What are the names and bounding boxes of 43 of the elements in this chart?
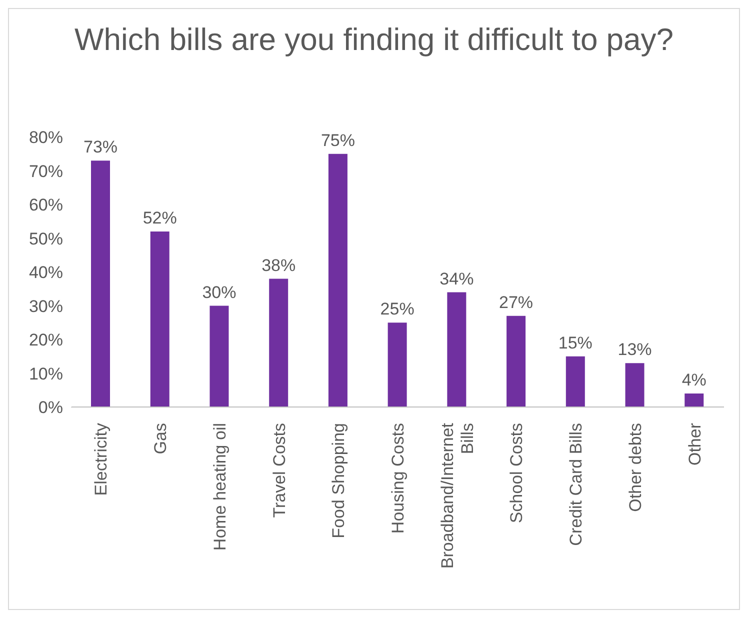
x-tick-label: Electricity [92, 422, 111, 496]
x-tick-label: Home heating oil [210, 423, 230, 551]
data-label: 75% [320, 130, 355, 150]
bar [388, 322, 407, 407]
data-label: 13% [618, 340, 652, 360]
chart-title: Which bills are you finding it difficult to pay? [74, 21, 674, 59]
bar [91, 160, 110, 407]
bar [566, 356, 585, 407]
x-tick-label: Food Shopping [329, 423, 348, 538]
data-label: 30% [202, 282, 236, 302]
bar [625, 363, 644, 407]
data-label: 25% [380, 300, 414, 319]
data-label: 15% [558, 333, 592, 352]
data-label: 38% [262, 256, 296, 275]
x-tick-label: Other debts [626, 423, 645, 512]
x-tick-label: Credit Card Bills [566, 423, 586, 546]
bar [684, 394, 704, 407]
bar [506, 316, 526, 407]
x-tick-label: Gas [151, 423, 170, 454]
y-tick-label: 0% [38, 398, 63, 418]
bar [210, 306, 229, 407]
bar [269, 278, 288, 407]
data-label: 52% [142, 208, 177, 228]
x-tick-label: Broadband/Internet Bills [438, 422, 477, 569]
data-label: 73% [83, 138, 118, 157]
bar [328, 154, 348, 407]
x-tick-label: Housing Costs [388, 423, 408, 534]
y-tick-label: 40% [28, 263, 63, 282]
bar [150, 232, 170, 407]
data-label: 4% [682, 370, 706, 390]
data-label: 27% [499, 292, 534, 312]
y-tick-label: 60% [28, 196, 63, 215]
y-tick-label: 80% [28, 128, 63, 148]
y-tick-label: 30% [28, 296, 63, 316]
bar [447, 292, 466, 407]
y-tick-label: 10% [28, 364, 63, 384]
y-tick-label: 20% [28, 330, 63, 350]
x-tick-label: Other [685, 422, 704, 466]
y-tick-label: 70% [28, 162, 63, 181]
x-tick-label: School Costs [507, 423, 526, 524]
data-label: 34% [440, 269, 474, 288]
y-tick-label: 50% [28, 229, 63, 248]
x-tick-label: Travel Costs [270, 423, 289, 518]
